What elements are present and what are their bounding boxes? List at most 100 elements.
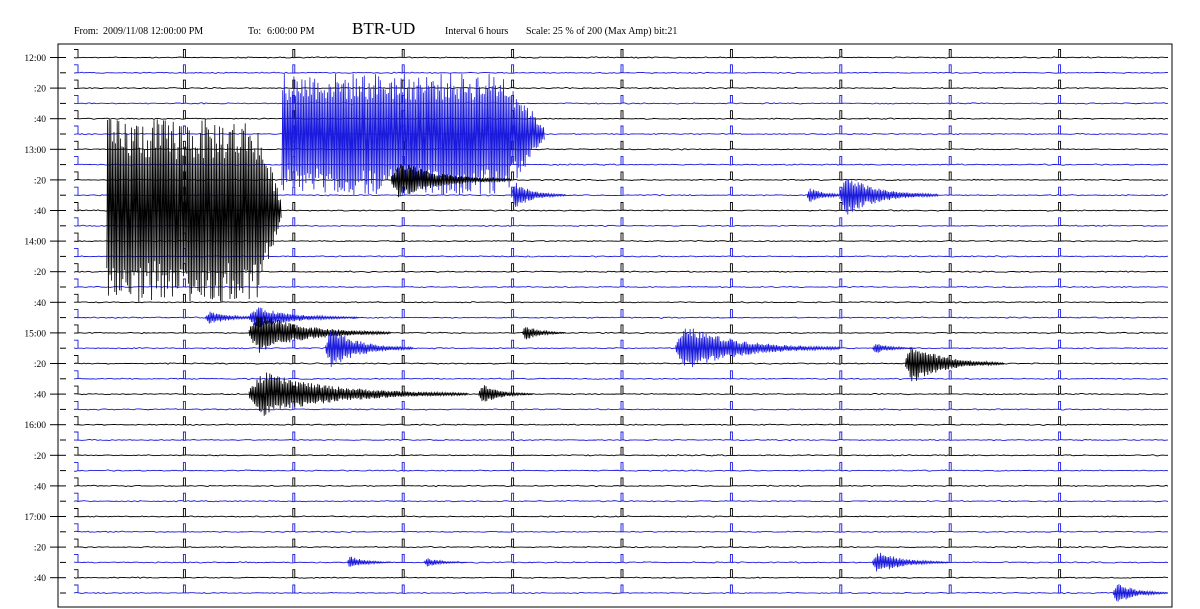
minute-mark: [729, 370, 733, 379]
minute-mark: [948, 156, 952, 165]
trace-row: [73, 102, 1169, 105]
minute-mark: [620, 355, 624, 364]
minute-mark: [292, 263, 296, 272]
seismic-event: [106, 118, 282, 302]
minute-mark: [729, 309, 733, 318]
minute-mark: [511, 462, 515, 471]
minute-mark: [620, 324, 624, 333]
row-start-mark: [74, 156, 79, 165]
minute-mark: [620, 278, 624, 287]
minute-mark: [948, 431, 952, 440]
minute-mark: [401, 523, 405, 532]
minute-mark: [182, 553, 186, 563]
minute-mark: [948, 400, 952, 410]
minute-mark: [292, 477, 296, 486]
minute-mark: [729, 79, 733, 89]
minute-mark: [620, 94, 624, 104]
minute-mark: [182, 538, 186, 548]
minute-mark: [620, 140, 624, 150]
seismic-event: [281, 73, 545, 195]
minute-mark: [839, 370, 843, 379]
y-tick-label: :40: [34, 391, 46, 401]
minute-mark: [182, 569, 186, 578]
minute-mark: [839, 492, 843, 502]
minute-mark: [1058, 202, 1062, 211]
minute-mark: [729, 278, 733, 287]
minute-mark: [839, 324, 843, 333]
minute-mark: [948, 309, 952, 318]
minute-mark: [620, 125, 624, 134]
minute-mark: [620, 171, 624, 180]
minute-mark: [729, 416, 733, 425]
minute-mark: [839, 355, 843, 364]
row-start-mark: [74, 49, 79, 58]
minute-mark: [182, 110, 186, 119]
minute-mark: [620, 232, 624, 242]
minute-mark: [1058, 416, 1062, 425]
minute-mark: [511, 538, 515, 548]
trace-row: [73, 438, 1169, 442]
row-start-mark: [74, 79, 79, 89]
minute-mark: [839, 64, 843, 73]
minute-mark: [1058, 293, 1062, 303]
minute-mark: [948, 125, 952, 134]
minute-mark: [839, 508, 843, 517]
row-start-mark: [74, 278, 79, 287]
row-start-mark: [74, 523, 79, 532]
minute-mark: [511, 492, 515, 502]
minute-mark: [1058, 186, 1062, 196]
row-start-mark: [74, 171, 79, 180]
minute-mark: [839, 462, 843, 471]
minute-mark: [948, 140, 952, 150]
minute-mark: [1058, 324, 1062, 333]
minute-mark: [292, 523, 296, 532]
minute-mark: [292, 339, 296, 349]
minute-mark: [839, 584, 843, 593]
minute-mark: [620, 462, 624, 471]
minute-mark: [948, 171, 952, 180]
minute-mark: [729, 125, 733, 134]
minute-mark: [292, 355, 296, 364]
minute-mark: [1058, 278, 1062, 287]
minute-mark: [1058, 140, 1062, 150]
minute-mark: [292, 538, 296, 548]
minute-mark: [620, 79, 624, 89]
minute-mark: [1058, 355, 1062, 364]
minute-mark: [729, 140, 733, 150]
minute-mark: [292, 446, 296, 456]
minute-mark: [620, 553, 624, 563]
minute-mark: [729, 263, 733, 272]
minute-mark: [729, 385, 733, 395]
minute-mark: [839, 431, 843, 440]
minute-mark: [182, 324, 186, 333]
minute-mark: [839, 49, 843, 58]
minute-mark: [511, 385, 515, 395]
minute-mark: [620, 370, 624, 379]
seismic-event: [347, 556, 391, 567]
minute-mark: [620, 492, 624, 502]
minute-mark: [511, 370, 515, 379]
row-start-mark: [74, 324, 79, 333]
minute-mark: [401, 217, 405, 226]
minute-mark: [948, 569, 952, 578]
minute-mark: [401, 385, 405, 395]
y-tick-label: :20: [34, 268, 46, 278]
minute-mark: [182, 431, 186, 440]
minute-mark: [182, 416, 186, 425]
minute-mark: [948, 263, 952, 272]
minute-mark: [620, 584, 624, 593]
minute-mark: [729, 569, 733, 578]
minute-mark: [620, 309, 624, 318]
minute-mark: [1058, 309, 1062, 318]
y-tick-label: :40: [34, 299, 46, 309]
minute-mark: [948, 462, 952, 471]
minute-mark: [729, 247, 733, 257]
row-start-mark: [74, 385, 79, 395]
minute-mark: [1058, 538, 1062, 548]
minute-mark: [511, 79, 515, 89]
minute-mark: [839, 94, 843, 104]
trace-row: [73, 469, 1169, 472]
minute-mark: [401, 584, 405, 593]
minute-mark: [182, 125, 186, 134]
minute-mark: [729, 232, 733, 242]
